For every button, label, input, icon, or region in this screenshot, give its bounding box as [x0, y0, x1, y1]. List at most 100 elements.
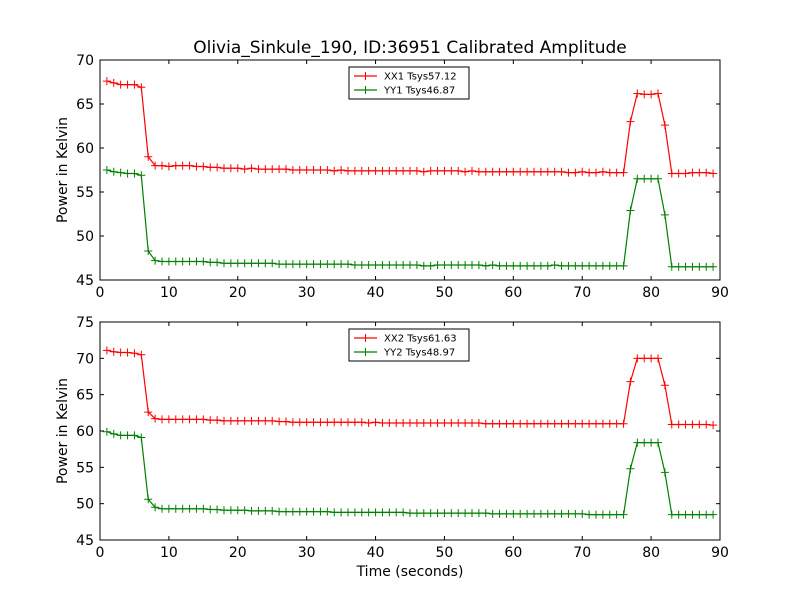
- legend-label: YY1 Tsys46.87: [383, 86, 455, 97]
- data-point: [330, 418, 339, 427]
- data-point: [164, 504, 173, 513]
- data-point: [695, 262, 704, 271]
- data-point: [536, 509, 545, 518]
- x-tick-label: 40: [367, 545, 385, 561]
- data-point: [557, 261, 566, 270]
- data-point: [357, 261, 366, 270]
- data-point: [447, 166, 456, 175]
- data-point: [523, 261, 532, 270]
- data-point: [164, 162, 173, 171]
- data-point: [419, 509, 428, 518]
- x-tick-label: 60: [504, 545, 522, 561]
- data-point: [178, 161, 187, 170]
- data-point: [709, 262, 718, 271]
- data-point: [192, 257, 201, 266]
- data-point: [130, 169, 139, 178]
- x-tick-label: 0: [96, 545, 105, 561]
- data-point: [564, 261, 573, 270]
- data-point: [178, 504, 187, 513]
- data-point: [116, 80, 125, 89]
- y-tick-label: 55: [76, 460, 94, 476]
- data-point: [695, 420, 704, 429]
- data-point: [295, 507, 304, 516]
- data-point: [350, 418, 359, 427]
- data-point: [385, 508, 394, 517]
- y-tick-label: 70: [76, 351, 94, 367]
- data-point: [419, 167, 428, 176]
- data-point: [598, 419, 607, 428]
- data-point: [337, 260, 346, 269]
- axes-frame: [99, 59, 721, 281]
- data-point: [158, 504, 166, 513]
- data-point: [247, 506, 256, 515]
- data-point: [220, 416, 228, 425]
- data-point: [688, 262, 697, 271]
- data-point: [543, 419, 552, 428]
- data-point: [660, 381, 669, 390]
- x-tick-label: 30: [298, 285, 316, 301]
- y-axis-label: Power in Kelvin: [55, 117, 71, 223]
- data-point: [633, 438, 642, 447]
- data-point: [102, 77, 111, 86]
- y-tick-label: 50: [76, 229, 94, 245]
- data-point: [454, 509, 463, 518]
- data-point: [309, 418, 318, 427]
- data-point: [123, 348, 132, 357]
- data-point: [323, 507, 332, 516]
- data-point: [199, 415, 208, 424]
- data-point: [660, 468, 669, 477]
- data-point: [440, 166, 449, 175]
- data-point: [144, 495, 153, 504]
- data-point: [468, 419, 476, 428]
- data-point: [674, 169, 683, 178]
- data-point: [206, 163, 215, 172]
- data-point: [709, 421, 718, 430]
- legend: XX2 Tsys61.63 YY2 Tsys48.97: [348, 328, 470, 362]
- data-point: [412, 419, 421, 428]
- x-tick-label: 60: [504, 285, 522, 301]
- x-tick-label: 10: [160, 285, 178, 301]
- data-point: [543, 167, 552, 176]
- data-point: [612, 510, 621, 519]
- data-point: [164, 415, 173, 424]
- series-1: [102, 77, 718, 178]
- data-point: [412, 261, 421, 270]
- data-point: [454, 166, 463, 175]
- data-point: [461, 509, 470, 518]
- data-point: [688, 510, 697, 519]
- data-point: [261, 506, 270, 515]
- data-point: [192, 162, 201, 171]
- data-point: [123, 80, 132, 89]
- data-point: [592, 419, 600, 428]
- series-2: [102, 427, 718, 519]
- data-point: [433, 419, 442, 428]
- data-point: [226, 416, 235, 425]
- data-point: [233, 506, 242, 515]
- data-point: [151, 414, 160, 423]
- data-point: [364, 261, 373, 270]
- data-point: [633, 354, 642, 363]
- data-point: [481, 167, 490, 176]
- data-point: [275, 165, 284, 174]
- data-point: [440, 509, 449, 518]
- data-point: [144, 152, 153, 161]
- data-point: [309, 166, 318, 174]
- data-point: [261, 165, 270, 174]
- x-tick-label: 30: [298, 545, 316, 561]
- data-point: [302, 507, 311, 516]
- data-point: [123, 169, 132, 178]
- data-point: [598, 510, 607, 519]
- data-point: [550, 261, 559, 270]
- data-point: [695, 510, 704, 519]
- data-point: [619, 168, 628, 177]
- data-point: [536, 419, 545, 428]
- data-point: [185, 415, 194, 424]
- legend-box: [348, 66, 470, 100]
- data-point: [585, 168, 594, 177]
- data-point: [316, 260, 325, 269]
- data-point: [392, 261, 401, 270]
- y-tick-label: 75: [76, 315, 94, 331]
- data-point: [268, 506, 277, 515]
- data-point: [640, 354, 649, 363]
- data-point: [412, 166, 421, 175]
